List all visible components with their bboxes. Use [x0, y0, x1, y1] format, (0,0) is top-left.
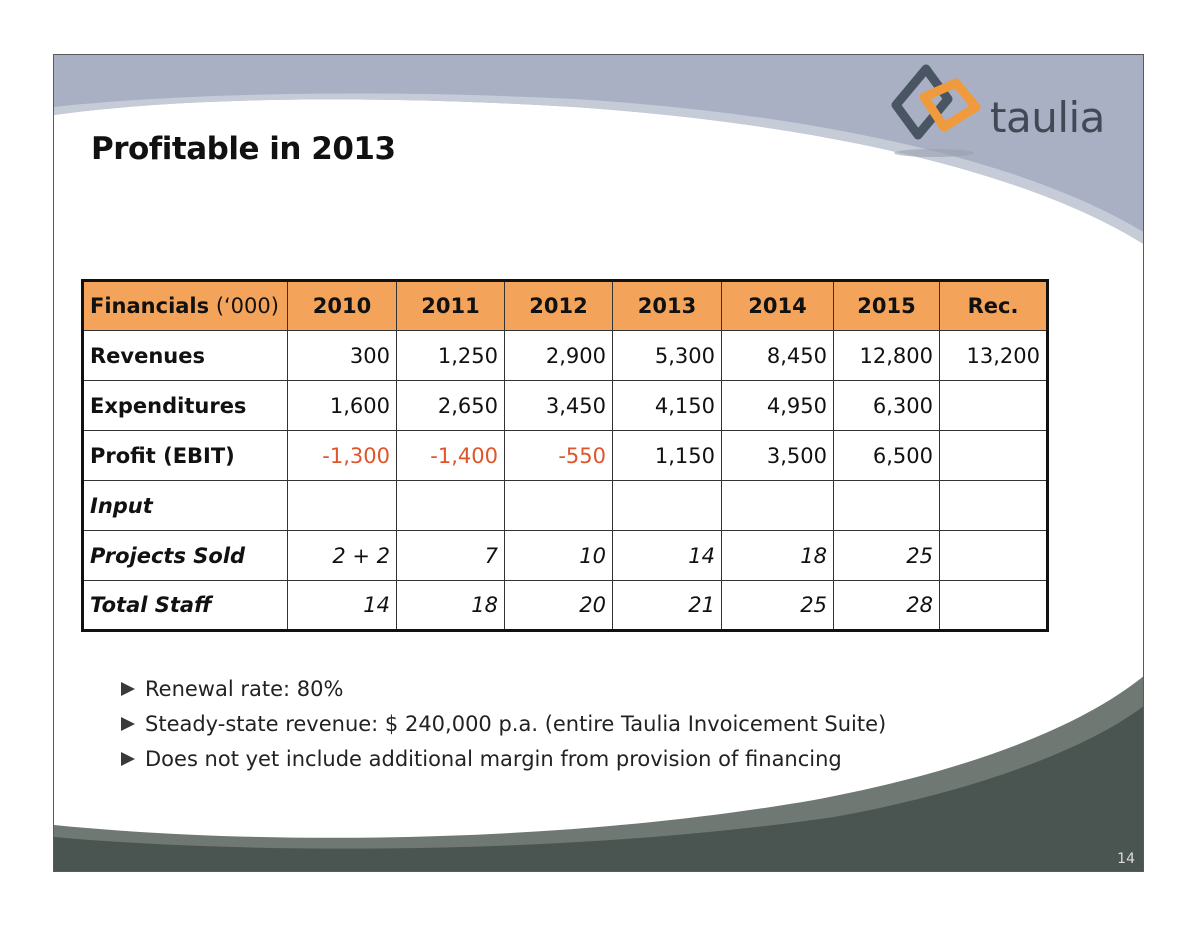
table-row: Total Staff 14 18 20 21 25 28 [82, 580, 1048, 631]
header-cell-year: 2011 [396, 280, 505, 331]
table-row: Revenues 300 1,250 2,900 5,300 8,450 12,… [82, 330, 1048, 381]
table-row: Expenditures 1,600 2,650 3,450 4,150 4,9… [82, 380, 1048, 431]
table-cell: 300 [287, 330, 397, 381]
table-cell: 28 [833, 580, 940, 631]
table-cell: 21 [612, 580, 722, 631]
table-cell: 1,150 [612, 430, 722, 481]
table-cell: 14 [287, 580, 397, 631]
table-cell [721, 480, 834, 531]
triangle-bullet-icon [121, 681, 135, 696]
table-cell: 13,200 [939, 330, 1048, 381]
slide: Profitable in 2013 taulia Financials (‘0… [53, 54, 1144, 872]
table-cell: 10 [504, 530, 613, 581]
page-number: 14 [1117, 851, 1135, 867]
table-cell [287, 480, 397, 531]
table-cell: 3,500 [721, 430, 834, 481]
row-label: Projects Sold [82, 530, 288, 581]
table-cell: 4,950 [721, 380, 834, 431]
table-cell: 6,500 [833, 430, 940, 481]
table-cell: 3,450 [504, 380, 613, 431]
table-cell: 14 [612, 530, 722, 581]
header-cell-year: 2012 [504, 280, 613, 331]
table-cell: 25 [721, 580, 834, 631]
taulia-logo: taulia [886, 63, 1126, 163]
table-cell: 1,250 [396, 330, 505, 381]
triangle-bullet-icon [121, 716, 135, 731]
table-cell [939, 580, 1048, 631]
table-cell [939, 430, 1048, 481]
row-label: Total Staff [82, 580, 288, 631]
bullet-item: Does not yet include additional margin f… [121, 741, 886, 776]
header-cell-year: 2010 [287, 280, 397, 331]
table-cell: 20 [504, 580, 613, 631]
header-cell-year: 2015 [833, 280, 940, 331]
bullet-item: Renewal rate: 80% [121, 671, 886, 706]
table-cell [833, 480, 940, 531]
header-cell-year: 2014 [721, 280, 834, 331]
header-cell-year: 2013 [612, 280, 722, 331]
table-cell-negative: -1,300 [287, 430, 397, 481]
header-cell-financials: Financials (‘000) [82, 280, 288, 331]
table-row: Input [82, 480, 1048, 531]
table-cell: 18 [721, 530, 834, 581]
table-cell-negative: -550 [504, 430, 613, 481]
table-cell: 4,150 [612, 380, 722, 431]
table-cell-negative: -1,400 [396, 430, 505, 481]
table-cell: 6,300 [833, 380, 940, 431]
table-cell: 8,450 [721, 330, 834, 381]
table-row: Projects Sold 2 + 2 7 10 14 18 25 [82, 530, 1048, 581]
table-row: Profit (EBIT) -1,300 -1,400 -550 1,150 3… [82, 430, 1048, 481]
table-cell [939, 480, 1048, 531]
table-cell: 2,650 [396, 380, 505, 431]
triangle-bullet-icon [121, 751, 135, 766]
table-cell: 7 [396, 530, 505, 581]
background-swoosh [54, 55, 1143, 871]
table-cell: 18 [396, 580, 505, 631]
row-label: Input [82, 480, 288, 531]
logo-mark-icon [891, 64, 981, 157]
table-cell [939, 380, 1048, 431]
row-label: Expenditures [82, 380, 288, 431]
table-cell [939, 530, 1048, 581]
bullet-item: Steady-state revenue: $ 240,000 p.a. (en… [121, 706, 886, 741]
table-cell [504, 480, 613, 531]
table-cell: 1,600 [287, 380, 397, 431]
slide-title: Profitable in 2013 [91, 131, 396, 167]
table-cell: 2 + 2 [287, 530, 397, 581]
table-cell [396, 480, 505, 531]
logo-wordmark: taulia [990, 93, 1105, 142]
table-cell [612, 480, 722, 531]
financials-table: Financials (‘000) 2010 2011 2012 2013 20… [81, 279, 1049, 632]
row-label: Profit (EBIT) [82, 430, 288, 481]
header-cell-rec: Rec. [939, 280, 1048, 331]
table-cell: 2,900 [504, 330, 613, 381]
table-cell: 25 [833, 530, 940, 581]
table-cell: 5,300 [612, 330, 722, 381]
table-cell: 12,800 [833, 330, 940, 381]
bullet-list: Renewal rate: 80% Steady-state revenue: … [121, 671, 886, 776]
table-header-row: Financials (‘000) 2010 2011 2012 2013 20… [82, 280, 1048, 331]
row-label: Revenues [82, 330, 288, 381]
